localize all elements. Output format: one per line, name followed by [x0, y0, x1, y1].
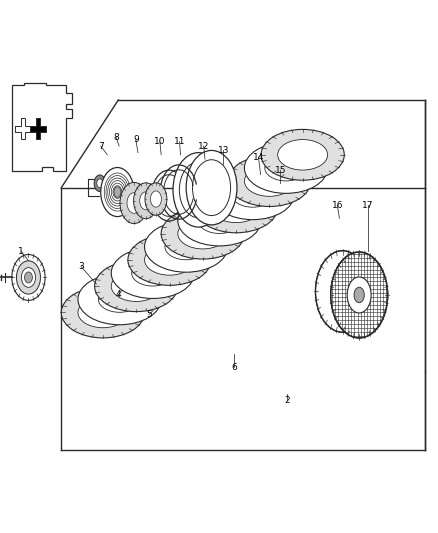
- Polygon shape: [30, 118, 46, 139]
- Ellipse shape: [128, 235, 211, 285]
- Ellipse shape: [244, 166, 294, 196]
- Ellipse shape: [145, 245, 194, 275]
- Ellipse shape: [244, 142, 328, 193]
- Polygon shape: [15, 118, 32, 139]
- Ellipse shape: [178, 195, 261, 246]
- Text: 3: 3: [78, 262, 84, 271]
- Ellipse shape: [198, 207, 240, 233]
- Polygon shape: [12, 83, 72, 171]
- Ellipse shape: [111, 271, 161, 302]
- Ellipse shape: [140, 192, 152, 210]
- Ellipse shape: [94, 175, 106, 191]
- Text: 10: 10: [154, 137, 166, 146]
- Ellipse shape: [193, 160, 230, 215]
- Ellipse shape: [165, 234, 207, 260]
- Ellipse shape: [17, 261, 40, 294]
- Ellipse shape: [78, 297, 128, 328]
- Ellipse shape: [21, 268, 35, 287]
- Ellipse shape: [180, 162, 217, 218]
- Ellipse shape: [132, 260, 174, 286]
- Ellipse shape: [278, 140, 328, 170]
- Ellipse shape: [99, 286, 141, 312]
- Text: 6: 6: [231, 363, 237, 372]
- Ellipse shape: [145, 183, 167, 215]
- Text: 7: 7: [98, 142, 104, 150]
- Ellipse shape: [265, 155, 307, 181]
- Ellipse shape: [331, 252, 388, 338]
- Text: 15: 15: [275, 166, 286, 175]
- Ellipse shape: [78, 274, 161, 325]
- Ellipse shape: [232, 181, 274, 207]
- Ellipse shape: [25, 272, 32, 283]
- Text: 16: 16: [332, 201, 343, 209]
- Text: 8: 8: [113, 133, 119, 142]
- Ellipse shape: [95, 261, 178, 312]
- Ellipse shape: [186, 150, 237, 225]
- Ellipse shape: [228, 156, 311, 206]
- Text: 14: 14: [253, 152, 264, 161]
- Ellipse shape: [347, 277, 371, 313]
- Text: 2: 2: [284, 395, 290, 405]
- Ellipse shape: [211, 169, 294, 220]
- Ellipse shape: [261, 130, 344, 180]
- Ellipse shape: [127, 193, 141, 213]
- Text: 5: 5: [146, 310, 152, 319]
- Text: 4: 4: [116, 290, 121, 300]
- Ellipse shape: [194, 182, 278, 233]
- Ellipse shape: [61, 287, 145, 338]
- Ellipse shape: [315, 251, 370, 332]
- Ellipse shape: [145, 221, 228, 272]
- Text: 12: 12: [198, 142, 209, 150]
- Ellipse shape: [354, 287, 364, 303]
- Ellipse shape: [151, 191, 161, 207]
- Ellipse shape: [111, 248, 194, 298]
- Ellipse shape: [120, 182, 148, 223]
- Ellipse shape: [173, 152, 224, 227]
- Ellipse shape: [211, 192, 261, 223]
- Ellipse shape: [178, 219, 228, 249]
- Text: 9: 9: [133, 135, 139, 144]
- Text: 17: 17: [362, 201, 374, 209]
- Ellipse shape: [134, 183, 158, 219]
- Text: 1: 1: [18, 247, 24, 256]
- Ellipse shape: [12, 254, 45, 301]
- Text: 11: 11: [174, 137, 185, 146]
- Ellipse shape: [161, 208, 244, 259]
- Ellipse shape: [114, 187, 121, 197]
- Text: 13: 13: [218, 146, 229, 155]
- Ellipse shape: [97, 179, 103, 188]
- Ellipse shape: [101, 167, 134, 216]
